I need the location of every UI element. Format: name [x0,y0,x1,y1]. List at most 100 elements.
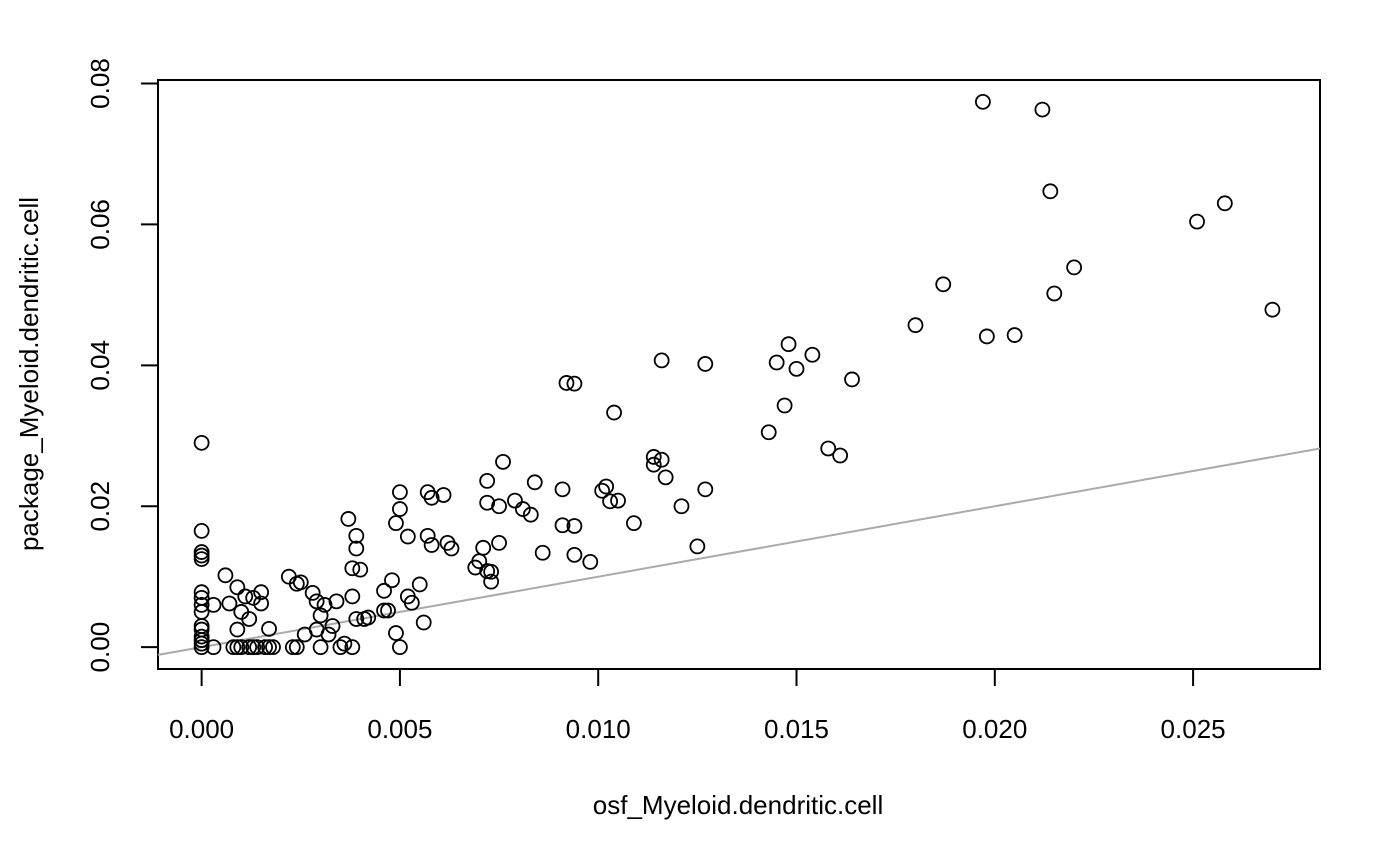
data-point [645,456,662,473]
data-point [653,352,670,369]
data-point [554,481,571,498]
data-point [566,375,583,392]
data-point [832,447,849,464]
data-point [1006,327,1023,343]
data-point [554,517,571,534]
data-point [415,614,432,631]
data-point [193,523,210,539]
data-point [392,639,408,656]
data-point [697,481,714,498]
data-point [673,498,690,515]
data-point [388,515,404,532]
data-point [336,635,353,652]
data-point [602,493,619,510]
data-point [507,492,523,509]
data-point [606,404,622,421]
data-point [253,584,270,601]
data-point [820,440,837,457]
y-axis: 0.00 0.02 0.04 0.06 0.08 [85,58,159,672]
data-point [626,515,642,532]
data-point [399,528,416,545]
data-point [1034,101,1051,118]
data-point [249,639,266,656]
data-point [376,582,392,599]
data-point [495,453,511,470]
data-point [237,588,254,605]
data-point [392,501,408,517]
data-point [344,588,361,605]
data-point [193,551,210,567]
data-point [788,360,805,377]
data-point [978,328,995,345]
data-point [193,547,210,564]
x-tick-label: 0.005 [367,714,432,744]
data-point [245,589,262,606]
data-point [205,596,222,613]
y-tick-label: 0.06 [85,199,115,250]
data-point [348,527,365,544]
data-point [261,620,277,637]
data-point [344,639,361,656]
data-point [312,639,329,656]
data-point [392,484,408,501]
data-point [229,639,246,656]
y-tick-label: 0.04 [85,340,115,391]
data-point [316,596,333,613]
data-point [1264,301,1281,318]
data-point [284,639,301,656]
data-point [610,492,626,509]
data-point [653,451,670,468]
data-point [253,595,270,612]
data-point [328,593,345,610]
data-point [598,478,615,495]
data-point [340,511,357,527]
data-point [193,434,210,451]
data-point [233,639,250,656]
data-point [419,527,436,544]
data-point [566,546,583,563]
data-point [935,276,952,293]
x-axis: 0.000 0.005 0.010 0.015 0.020 0.025 [169,668,1226,744]
data-point [514,501,531,517]
data-point [388,625,404,641]
data-point [907,317,924,334]
data-point [475,539,492,556]
data-point [348,540,365,557]
data-point [241,639,258,656]
data-point [308,621,325,638]
x-tick-label: 0.000 [169,714,234,744]
data-point [697,356,714,372]
data-point [380,602,396,619]
data-point [1216,195,1233,212]
points-layer [193,93,1281,656]
data-point [558,375,575,391]
data-point [384,572,400,589]
y-axis-label: package_Myeloid.dendritic.cell [14,197,44,551]
data-point [534,544,551,561]
data-point [257,639,273,656]
data-point [483,573,500,590]
data-point [1189,213,1205,230]
plot-frame [157,79,1321,670]
data-point [423,537,440,553]
data-point [411,576,428,593]
data-point [292,574,309,591]
data-point [566,518,583,534]
data-point [1046,285,1063,302]
data-point [479,563,496,579]
x-tick-label: 0.015 [764,714,829,744]
data-point [844,371,860,388]
data-point [491,534,507,551]
data-point [403,594,420,611]
data-point [261,639,277,656]
data-point [245,639,262,656]
data-point [376,602,392,619]
data-point [229,579,246,596]
reference-line-layer [157,447,1321,656]
data-point [360,609,377,626]
data-point [352,561,369,578]
y-tick-label: 0.08 [85,58,115,109]
data-point [760,424,777,441]
data-point [423,489,440,506]
